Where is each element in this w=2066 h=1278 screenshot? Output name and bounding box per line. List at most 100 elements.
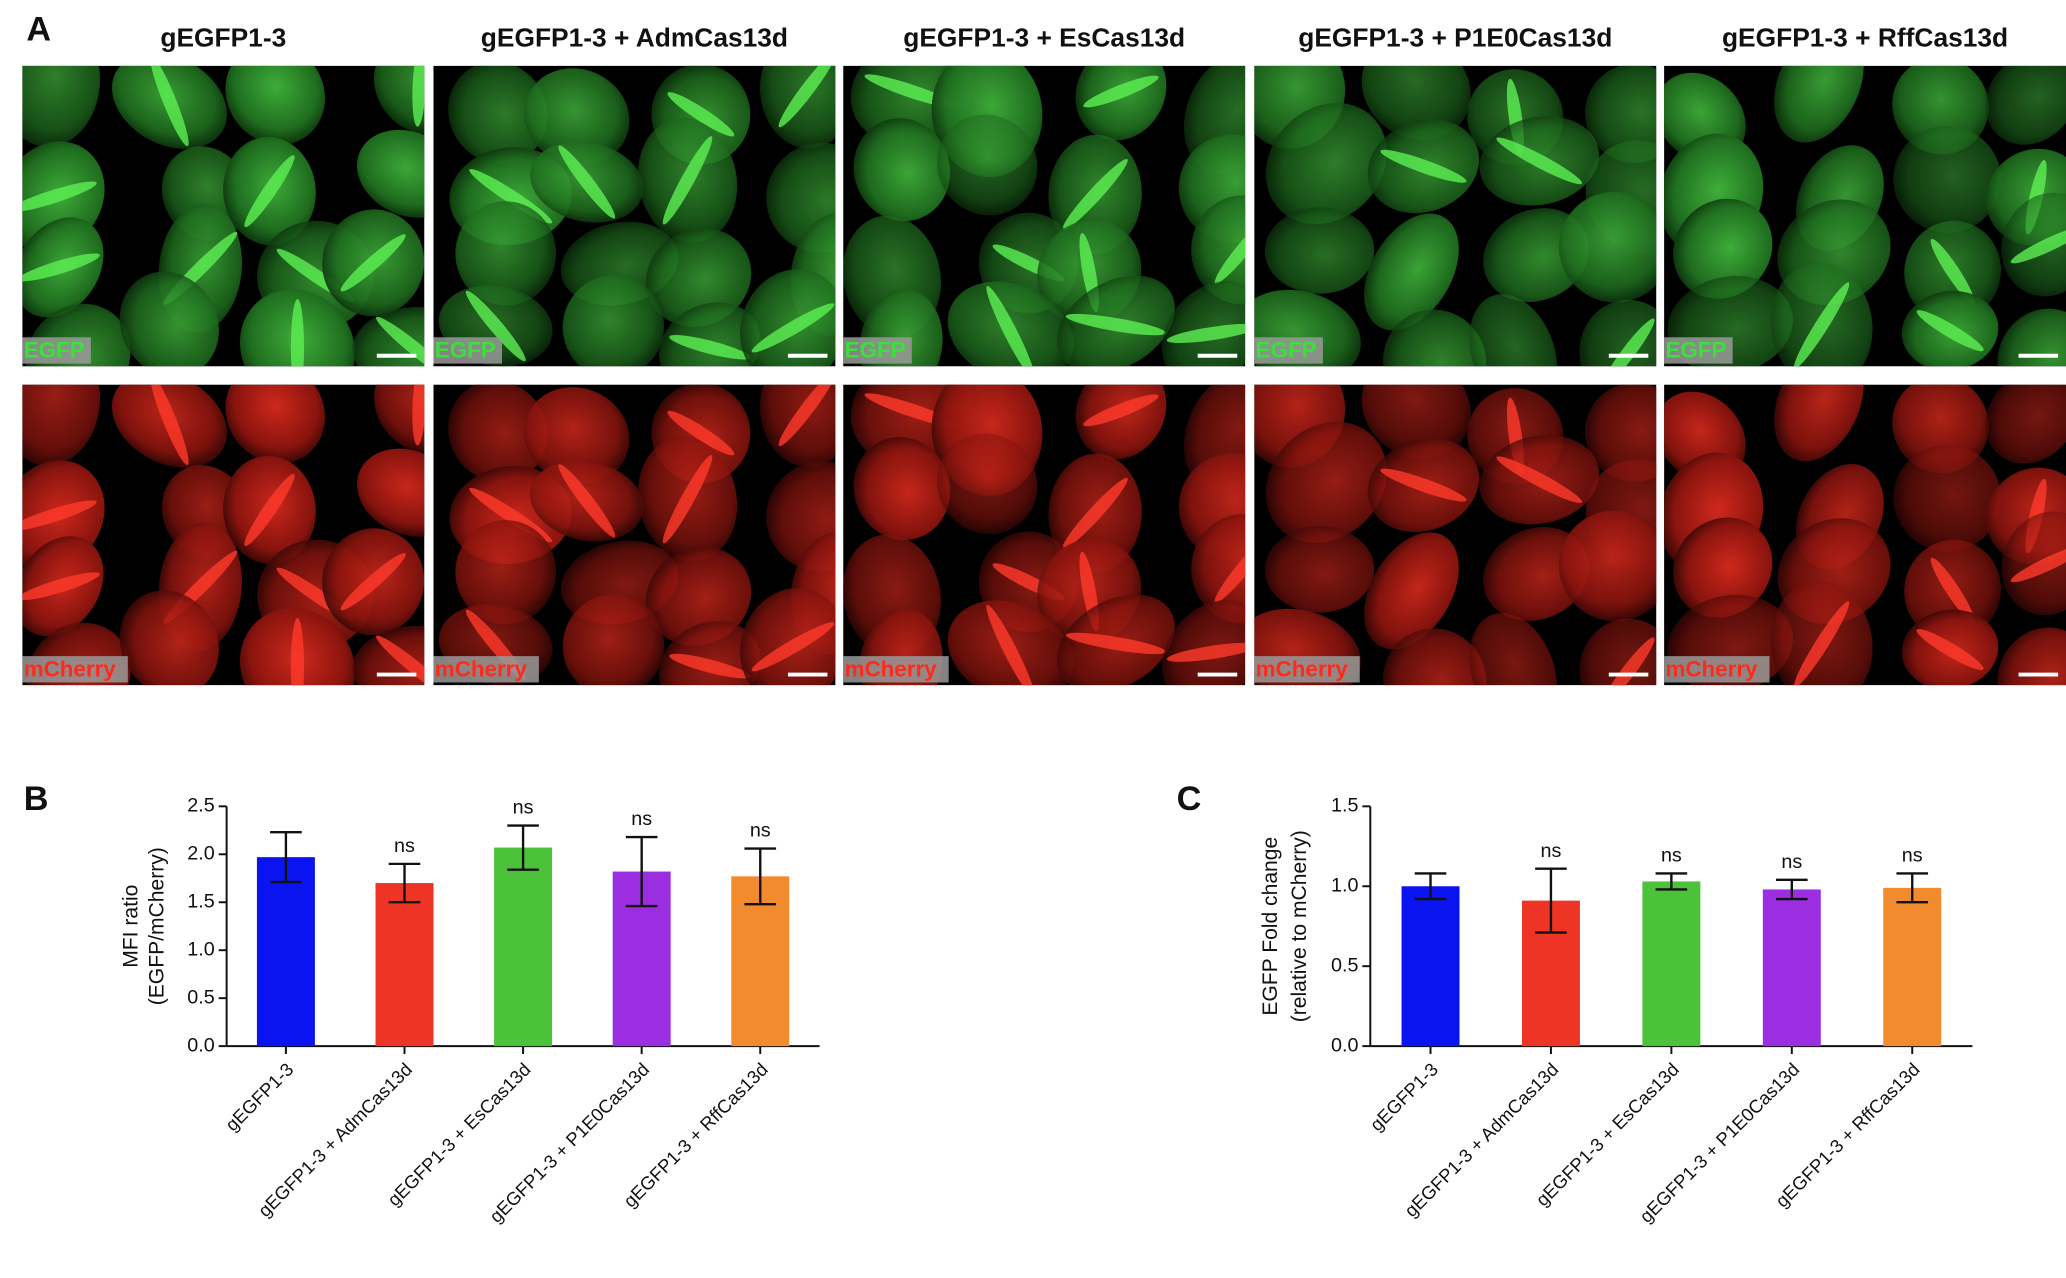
cell-stripe [1930, 238, 1975, 304]
cell-stripe [558, 464, 616, 538]
cell-stripe [412, 384, 425, 446]
cell [356, 129, 425, 218]
error-bar [1655, 872, 1688, 891]
cell-stripe [1214, 534, 1246, 603]
channel-label-bg [433, 337, 503, 364]
cell-stripe [290, 299, 305, 367]
cell [1584, 65, 1657, 163]
cell-stripe [340, 553, 406, 611]
cell [1361, 384, 1471, 459]
bar [494, 847, 553, 1047]
cell [936, 114, 1038, 216]
cell-stripe [662, 136, 713, 225]
column-title: gEGFP1-3 + P1E0Cas13d [1298, 22, 1612, 52]
y-tick-label: 0.0 [187, 1034, 214, 1056]
cell-stripe [669, 653, 751, 679]
cell-stripe [1496, 137, 1583, 185]
panel-letter: A [26, 11, 51, 49]
cells [843, 384, 1246, 686]
cell-stripe [22, 181, 97, 213]
cell [225, 65, 325, 145]
cell-stripe [1065, 313, 1167, 336]
y-axis-label: (relative to mCherry) [1288, 830, 1311, 1022]
channel-label-bg [1664, 337, 1733, 364]
cell [645, 547, 752, 646]
cell [448, 384, 548, 483]
bar [1642, 881, 1701, 1047]
annotation: ns [1541, 840, 1562, 862]
cell [356, 448, 425, 537]
cell [1584, 384, 1657, 482]
y-axis-label: EGFP Fold change [1259, 837, 1282, 1016]
error-bar [1535, 867, 1567, 934]
channel-label-bg [843, 656, 949, 683]
channel-label: EGFP [1256, 338, 1317, 363]
bar [1883, 887, 1942, 1047]
cell [1774, 65, 1864, 143]
cell-stripe [1083, 75, 1159, 108]
cell-stripe [244, 155, 295, 228]
cell [225, 384, 325, 464]
bar [1762, 889, 1821, 1047]
error-bar [388, 862, 421, 904]
annotation: ns [631, 808, 652, 830]
x-tick-label: gEGFP1-3 [221, 1059, 297, 1135]
micrograph: EGFP [843, 65, 1246, 367]
cells [438, 384, 836, 686]
cell-stripe [1916, 628, 1984, 671]
cell [1893, 444, 2002, 552]
cell-stripe [1496, 456, 1583, 504]
cell-stripe [22, 572, 100, 601]
cell [766, 142, 836, 253]
cell-stripe [1166, 642, 1246, 662]
cell-stripe [1062, 158, 1128, 231]
cell [1383, 309, 1487, 367]
cell-stripe [667, 410, 735, 456]
channel-label: mCherry [24, 657, 117, 682]
y-tick-label: 0.0 [1331, 1034, 1358, 1056]
channel-label-bg [1254, 337, 1323, 364]
cells [1664, 384, 2066, 686]
y-axis-label: (EGFP/mCherry) [146, 847, 169, 1005]
cell-stripe [662, 455, 713, 544]
cell [455, 201, 557, 306]
annotation: ns [513, 797, 534, 819]
annotation: ns [1902, 845, 1923, 867]
cell-stripe [1794, 282, 1850, 367]
cell [1469, 612, 1558, 686]
channel-label-bg [843, 337, 912, 364]
cell-stripe [751, 303, 835, 353]
channel-label-bg [22, 656, 128, 683]
cell [523, 68, 630, 166]
bar [1401, 886, 1460, 1047]
cell [645, 228, 752, 327]
cell [766, 461, 836, 572]
cell [1469, 294, 1558, 367]
cell [936, 433, 1038, 535]
micrograph: EGFP [433, 65, 836, 367]
cell [1265, 102, 1387, 225]
cell [1558, 191, 1657, 303]
cell [448, 65, 548, 164]
error-bar [625, 835, 658, 908]
cell-stripe [778, 384, 836, 447]
cell-stripe [340, 234, 406, 292]
cells [1254, 384, 1657, 686]
error-bar [270, 831, 302, 884]
error-bar [1896, 872, 1929, 904]
annotation: ns [750, 820, 771, 842]
y-axis-label: MFI ratio [119, 885, 142, 968]
cell-stripe [22, 500, 97, 531]
cell-stripe [376, 316, 425, 367]
channel-label: EGFP [1665, 338, 1726, 363]
x-tick-label: gEGFP1-3 [1366, 1059, 1442, 1135]
cell-stripe [1602, 318, 1655, 367]
micrograph: mCherry [22, 384, 425, 686]
cell-stripe [22, 253, 100, 282]
cell-stripe [986, 604, 1036, 686]
cell-stripe [1916, 310, 1984, 352]
cell-stripe [290, 617, 305, 686]
cells [22, 65, 425, 367]
cell [1774, 384, 1864, 462]
cell [1893, 125, 2002, 233]
